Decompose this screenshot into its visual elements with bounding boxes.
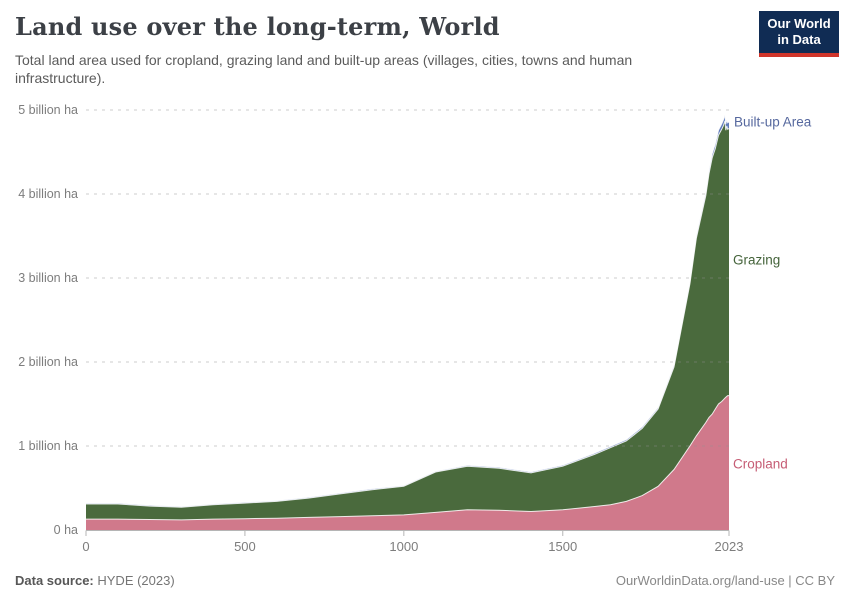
owid-logo-line2: in Data — [777, 32, 821, 48]
x-tick-label-1000: 1000 — [389, 539, 419, 554]
series-edge — [86, 395, 729, 521]
y-tick-label-2: 2 billion ha — [18, 355, 78, 369]
grazing-area[interactable] — [86, 120, 729, 520]
series-edge — [86, 120, 730, 508]
chart-footer: Data source: HYDE (2023) OurWorldinData.… — [15, 573, 835, 588]
series-edge — [86, 114, 730, 508]
data-source-value: HYDE (2023) — [97, 573, 175, 588]
x-tick-label-0: 0 — [82, 539, 90, 554]
series-edges — [86, 114, 730, 521]
grazing-series-label[interactable]: Grazing — [733, 252, 781, 268]
data-source-label: Data source: — [15, 573, 94, 588]
y-tick-label-5: 5 billion ha — [18, 103, 78, 117]
cropland-area[interactable] — [86, 395, 729, 530]
chart-title: Land use over the long-term, World — [15, 12, 500, 41]
x-tick-label-2023: 2023 — [714, 539, 744, 554]
chart-subtitle: Total land area used for cropland, grazi… — [15, 52, 633, 87]
area-series — [86, 114, 729, 530]
x-tick-label-500: 500 — [234, 539, 256, 554]
y-tick-label-4: 4 billion ha — [18, 187, 78, 201]
owid-logo-line1: Our World — [767, 16, 831, 31]
x-tick-label-1500: 1500 — [548, 539, 578, 554]
y-tick-label-0: 0 ha — [53, 523, 78, 537]
credit-link[interactable]: OurWorldinData.org/land-use | CC BY — [615, 573, 835, 588]
builtup-series-label[interactable]: Built-up Area — [734, 114, 812, 130]
cropland-series-label[interactable]: Cropland — [733, 456, 788, 472]
owid-logo[interactable]: Our World in Data — [759, 11, 839, 57]
y-tick-label-1: 1 billion ha — [18, 439, 78, 453]
x-tick-marks — [85, 530, 730, 536]
data-source: Data source: HYDE (2023) — [15, 573, 175, 588]
gridlines — [86, 109, 729, 447]
y-tick-label-3: 3 billion ha — [18, 271, 78, 285]
